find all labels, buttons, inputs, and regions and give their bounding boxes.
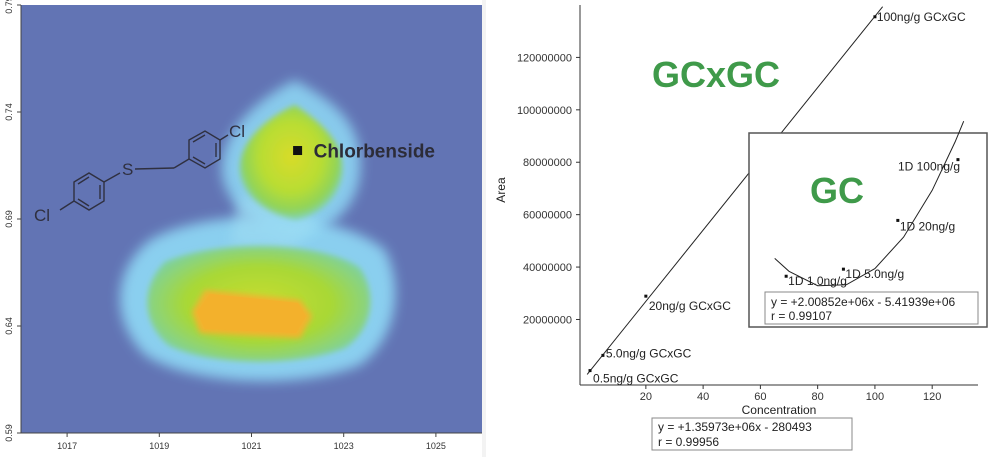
gcxgc-point-label: 0.5ng/g GCxGC	[593, 372, 679, 386]
peak-halo-bridge	[230, 195, 320, 250]
gc-equation: y = +2.00852e+06x - 5.41939e+06	[771, 295, 955, 309]
gcxgc-point	[873, 15, 877, 19]
x-tick-label: 120	[923, 391, 941, 403]
gc-title: GC	[810, 170, 864, 211]
y-axis-label: Area	[494, 177, 508, 203]
heatmap-x-tick-label: 1017	[57, 441, 77, 451]
heatmap-x-tick-label: 1025	[426, 441, 446, 451]
heatmap-y-tick-label: 0.59	[4, 424, 14, 442]
gcxgc-point	[644, 294, 648, 298]
heatmap-peaks	[120, 80, 396, 382]
calibration-chart: 20 40 60 80 100 120 20000000 40000000 60000000 80…	[486, 0, 1000, 457]
gcxgc-point-label: 5.0ng/g GCxGC	[606, 346, 692, 360]
gcxgc-point-label: 100ng/g GCxGC	[877, 10, 966, 24]
heatmap-y-tick-label: 0.64	[4, 317, 14, 335]
gc-fit-curve	[774, 121, 965, 287]
peak-core-top	[239, 105, 343, 220]
chlorine-atom-bottom: Cl	[34, 206, 50, 225]
y-tick-label: 40000000	[523, 262, 572, 274]
gcxgc-point-label: 20ng/g GCxGC	[649, 299, 731, 313]
panel-divider	[482, 0, 486, 457]
y-tick-label: 100000000	[517, 105, 572, 117]
chlorine-atom-top: Cl	[229, 122, 245, 141]
gcxgc-equation-box	[651, 417, 853, 451]
x-axis-label: Concentration	[742, 403, 817, 417]
gc-equation-box	[764, 291, 979, 325]
gc-point-label: 1D 5.0ng/g	[845, 267, 904, 281]
x-tick-label: 20	[640, 391, 652, 403]
x-tick-label: 100	[866, 391, 884, 403]
heatmap-chart: Cl Cl S Chlorbenside 1017 1019 1021 1023 102…	[0, 0, 482, 457]
x-tick-label: 80	[812, 391, 824, 403]
sulfur-atom: S	[122, 160, 133, 179]
heatmap-y-tick-label: 0.79	[4, 0, 14, 14]
heatmap-x-tick-label: 1019	[149, 441, 169, 451]
heatmap-y-tick-label: 0.74	[4, 103, 14, 121]
y-tick-label: 80000000	[523, 157, 572, 169]
gc-point	[896, 218, 900, 222]
gcxgc-point	[588, 369, 592, 373]
gc-point-label: 1D 20ng/g	[900, 219, 955, 233]
heatmap-y-tick-label: 0.69	[4, 210, 14, 228]
gcxgc-equation: y = +1.35973e+06x - 280493	[658, 420, 812, 434]
gc-point-label: 1D 1.0ng/g	[788, 274, 847, 288]
peak-marker	[293, 146, 303, 156]
x-tick-label: 40	[697, 391, 709, 403]
gcxgc-point	[601, 353, 605, 357]
heatmap-x-tick-label: 1021	[241, 441, 261, 451]
gc-inset: 1D 1.0ng/g1D 5.0ng/g1D 20ng/g1D 100ng/g …	[748, 121, 988, 328]
x-tick-label: 60	[754, 391, 766, 403]
y-tick-label: 120000000	[517, 52, 572, 64]
peak-label: Chlorbenside	[314, 142, 435, 163]
molecule-structure	[59, 130, 229, 211]
gcxgc-title: GCxGC	[652, 54, 780, 95]
gc-point-label: 1D 100ng/g	[898, 160, 960, 174]
gc-point	[956, 158, 960, 162]
y-tick-label: 60000000	[523, 210, 572, 222]
gc-point	[841, 267, 845, 271]
gc-point	[784, 274, 788, 278]
heatmap-x-tick-label: 1023	[334, 441, 354, 451]
y-tick-label: 20000000	[523, 314, 572, 326]
gcxgc-r-value: r = 0.99956	[658, 435, 719, 449]
gcxgc-fit-line	[586, 6, 884, 375]
gc-r-value: r = 0.99107	[771, 309, 832, 323]
